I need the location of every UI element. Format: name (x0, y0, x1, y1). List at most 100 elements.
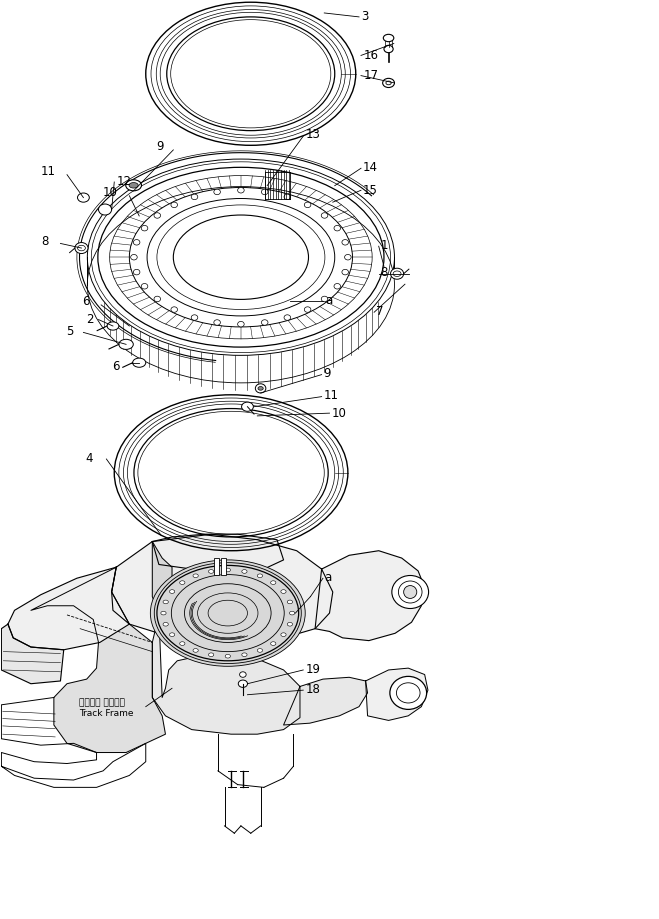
Ellipse shape (304, 203, 311, 209)
Ellipse shape (107, 323, 119, 331)
Ellipse shape (257, 574, 262, 578)
Ellipse shape (169, 590, 175, 594)
Text: 18: 18 (305, 682, 320, 695)
Text: a: a (324, 571, 331, 584)
Ellipse shape (171, 308, 177, 313)
Ellipse shape (334, 226, 341, 232)
Polygon shape (315, 551, 424, 641)
Ellipse shape (284, 315, 291, 321)
Text: 9: 9 (324, 367, 331, 380)
Ellipse shape (390, 676, 426, 709)
Polygon shape (152, 542, 172, 622)
Text: トラック フレーム: トラック フレーム (79, 698, 125, 707)
Polygon shape (366, 668, 428, 720)
Text: 3: 3 (361, 9, 368, 23)
Text: 8: 8 (42, 235, 49, 248)
Ellipse shape (193, 649, 198, 652)
Ellipse shape (214, 321, 220, 326)
Ellipse shape (242, 570, 247, 573)
Ellipse shape (225, 654, 231, 658)
Ellipse shape (242, 653, 247, 657)
Text: a: a (325, 293, 332, 307)
Text: 1: 1 (381, 239, 388, 252)
Ellipse shape (287, 623, 293, 627)
Ellipse shape (78, 246, 86, 252)
Ellipse shape (271, 642, 276, 646)
Polygon shape (8, 568, 129, 650)
Ellipse shape (257, 649, 262, 652)
Text: 6: 6 (82, 294, 90, 308)
Ellipse shape (262, 321, 268, 326)
Ellipse shape (238, 188, 244, 194)
Ellipse shape (133, 240, 140, 245)
Ellipse shape (191, 195, 198, 200)
Ellipse shape (169, 633, 175, 637)
Ellipse shape (342, 270, 349, 276)
Text: 10: 10 (331, 406, 347, 419)
Ellipse shape (86, 159, 396, 357)
Text: 12: 12 (116, 175, 131, 187)
Ellipse shape (132, 358, 146, 368)
Ellipse shape (141, 226, 148, 232)
Ellipse shape (238, 322, 244, 327)
Text: 13: 13 (305, 128, 320, 141)
Ellipse shape (281, 633, 286, 637)
Ellipse shape (255, 384, 266, 393)
Ellipse shape (262, 190, 268, 196)
Ellipse shape (386, 82, 391, 85)
Ellipse shape (180, 581, 185, 584)
Text: 4: 4 (86, 451, 94, 464)
Ellipse shape (130, 255, 137, 261)
Text: 15: 15 (363, 184, 378, 197)
Ellipse shape (154, 297, 161, 302)
Polygon shape (152, 615, 300, 734)
Ellipse shape (225, 569, 231, 573)
Ellipse shape (392, 576, 428, 609)
Bar (221, 559, 226, 575)
Ellipse shape (126, 181, 142, 191)
Ellipse shape (383, 79, 395, 88)
Text: 5: 5 (66, 324, 74, 337)
Ellipse shape (193, 574, 198, 578)
Ellipse shape (271, 581, 276, 584)
Ellipse shape (242, 403, 253, 412)
Ellipse shape (133, 270, 140, 276)
Ellipse shape (384, 46, 393, 53)
Ellipse shape (287, 600, 293, 604)
Ellipse shape (78, 194, 90, 203)
Polygon shape (31, 568, 165, 753)
Text: 11: 11 (40, 165, 55, 177)
Ellipse shape (393, 272, 401, 278)
Ellipse shape (214, 190, 220, 196)
Ellipse shape (163, 600, 168, 604)
Ellipse shape (281, 590, 286, 594)
Text: 19: 19 (305, 662, 320, 675)
Ellipse shape (342, 240, 349, 245)
Text: 2: 2 (86, 312, 94, 326)
Ellipse shape (161, 611, 166, 615)
Polygon shape (152, 535, 283, 572)
Text: Track Frame: Track Frame (79, 708, 133, 717)
Ellipse shape (239, 680, 248, 687)
Ellipse shape (334, 284, 341, 289)
Text: 14: 14 (363, 161, 378, 174)
Bar (214, 559, 219, 575)
Text: 8: 8 (381, 267, 388, 279)
Ellipse shape (258, 387, 263, 391)
Ellipse shape (304, 308, 311, 313)
Text: 9: 9 (157, 140, 164, 153)
Ellipse shape (113, 394, 349, 552)
Ellipse shape (191, 315, 198, 321)
Polygon shape (1, 624, 64, 684)
Ellipse shape (150, 561, 305, 666)
Ellipse shape (208, 653, 214, 657)
Ellipse shape (75, 244, 88, 255)
Ellipse shape (154, 213, 161, 219)
Ellipse shape (345, 255, 351, 261)
Ellipse shape (321, 297, 328, 302)
Polygon shape (111, 535, 333, 642)
Ellipse shape (141, 284, 148, 289)
Text: 16: 16 (364, 49, 379, 62)
Text: 17: 17 (364, 69, 379, 82)
Ellipse shape (119, 340, 133, 350)
